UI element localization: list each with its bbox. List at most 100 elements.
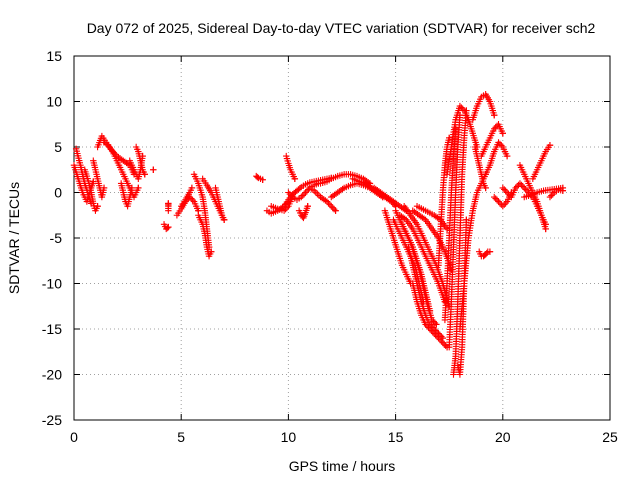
data-point	[431, 319, 439, 327]
data-point	[505, 190, 512, 198]
data-point	[314, 190, 321, 198]
series-arc-41	[435, 134, 453, 269]
data-point	[513, 183, 521, 190]
chart-title: Day 072 of 2025, Sidereal Day-to-day VTE…	[87, 20, 596, 36]
data-point	[141, 171, 148, 178]
data-point	[296, 185, 304, 192]
data-point	[516, 180, 524, 187]
data-point	[492, 195, 499, 202]
data-point	[502, 187, 509, 195]
data-point	[439, 339, 446, 346]
data-point	[499, 202, 506, 210]
data-point	[496, 199, 504, 207]
data-point	[254, 173, 261, 181]
data-point	[303, 187, 311, 195]
x-tick-label: 10	[281, 429, 297, 445]
data-point	[165, 200, 172, 207]
data-point	[300, 190, 308, 198]
y-tick-label: 10	[46, 94, 62, 110]
y-tick-label: 15	[46, 48, 62, 64]
series-arc-27	[317, 171, 374, 187]
data-point	[291, 175, 299, 183]
data-point	[94, 202, 101, 210]
y-tick-label: -5	[50, 230, 63, 246]
data-point	[483, 249, 490, 257]
data-point	[459, 105, 466, 113]
data-point	[283, 204, 291, 211]
data-point	[501, 201, 508, 208]
data-point	[426, 325, 434, 333]
series-arc-49	[471, 143, 489, 192]
data-point	[499, 130, 506, 137]
data-point	[495, 139, 502, 146]
data-point	[329, 204, 336, 211]
data-point	[150, 166, 157, 173]
data-point	[446, 134, 453, 142]
data-point	[491, 125, 498, 132]
data-point	[326, 201, 334, 208]
data-point	[298, 193, 305, 201]
data-point	[512, 184, 519, 192]
series-arc-19	[253, 172, 266, 183]
series-arc-51	[482, 139, 511, 178]
y-tick-label: -15	[42, 321, 62, 337]
data-point	[493, 196, 501, 204]
series-arc-11	[160, 221, 172, 233]
series-arc-04	[90, 157, 108, 201]
series-arc-10	[150, 166, 157, 173]
data-point	[332, 207, 339, 214]
data-point	[328, 202, 335, 210]
data-point	[425, 324, 432, 331]
data-point	[189, 196, 196, 204]
series-arc-09	[132, 143, 148, 178]
data-point	[428, 327, 435, 334]
data-point	[456, 102, 464, 110]
data-point	[325, 199, 332, 207]
data-point	[323, 198, 331, 205]
data-point	[548, 192, 555, 199]
y-tick-label: 5	[54, 139, 62, 155]
x-tick-label: 25	[602, 429, 618, 445]
x-tick-label: 15	[388, 429, 404, 445]
data-point	[502, 199, 509, 207]
data-point	[430, 330, 438, 337]
data-point	[503, 152, 511, 160]
series-arc-18	[212, 184, 228, 223]
data-point	[288, 192, 295, 199]
data-point	[546, 141, 554, 149]
data-point	[330, 205, 338, 213]
data-point	[433, 321, 440, 328]
axis-ticks: 0 5 10 15 20 25 -25 -20 -15 -10 -5 0 5 10 15	[42, 48, 618, 445]
data-point	[501, 186, 508, 193]
y-axis-label: SDTVAR / TECUs	[6, 182, 22, 294]
data-point	[486, 248, 494, 255]
data-point	[259, 176, 266, 183]
series-arc-36	[409, 280, 451, 351]
data-point	[436, 336, 444, 343]
data-point	[435, 334, 442, 342]
data-point	[559, 187, 567, 194]
data-point	[128, 184, 136, 192]
grid-lines	[74, 56, 610, 420]
data-point	[188, 195, 195, 202]
y-tick-label: -10	[42, 276, 62, 292]
series-arc-58	[546, 186, 567, 201]
series-arc-03	[81, 166, 101, 214]
y-tick-label: -25	[42, 412, 62, 428]
data-point	[312, 189, 319, 196]
data-point	[164, 224, 171, 232]
data-point	[503, 189, 511, 196]
series-arc-25	[295, 202, 311, 222]
data-point	[549, 190, 557, 198]
data-point	[492, 124, 499, 131]
data-point	[429, 328, 436, 336]
x-tick-label: 20	[495, 429, 511, 445]
data-point	[208, 248, 215, 255]
x-tick-label: 0	[70, 429, 78, 445]
data-point	[496, 140, 504, 148]
series-arc-52	[476, 248, 494, 260]
data-points	[70, 91, 567, 378]
data-point	[188, 184, 196, 192]
data-point	[521, 184, 528, 192]
